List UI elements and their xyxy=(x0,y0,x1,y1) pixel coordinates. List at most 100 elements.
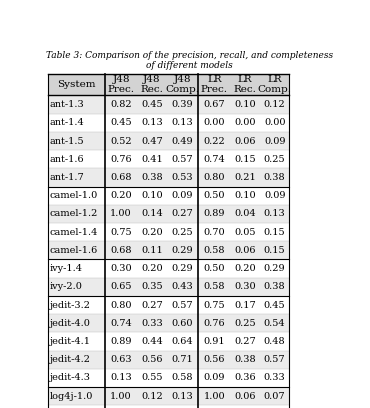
Text: 0.15: 0.15 xyxy=(234,155,256,164)
Text: 0.09: 0.09 xyxy=(172,191,193,200)
Text: 0.47: 0.47 xyxy=(141,137,163,146)
Bar xyxy=(48,205,105,223)
Text: ivy-1.4: ivy-1.4 xyxy=(50,264,83,273)
Text: 1.00: 1.00 xyxy=(204,392,225,401)
Text: 0.20: 0.20 xyxy=(234,264,256,273)
Bar xyxy=(166,387,198,405)
Bar xyxy=(166,314,198,333)
Text: 0.17: 0.17 xyxy=(234,301,256,310)
Bar xyxy=(198,132,231,150)
Text: 0.91: 0.91 xyxy=(204,337,225,346)
Text: 0.80: 0.80 xyxy=(204,173,225,182)
Bar xyxy=(198,241,231,259)
Bar xyxy=(198,278,231,296)
Text: 0.20: 0.20 xyxy=(141,228,163,237)
Bar xyxy=(260,95,289,114)
Text: 0.00: 0.00 xyxy=(204,118,225,127)
Text: 0.29: 0.29 xyxy=(172,264,193,273)
Text: 0.10: 0.10 xyxy=(234,191,256,200)
Text: J48
Prec.: J48 Prec. xyxy=(108,75,135,95)
Bar xyxy=(260,314,289,333)
Text: 0.50: 0.50 xyxy=(204,264,225,273)
Bar xyxy=(166,296,198,314)
Bar xyxy=(166,205,198,223)
Text: 0.06: 0.06 xyxy=(234,137,256,146)
Text: 0.63: 0.63 xyxy=(110,355,132,364)
Text: 0.10: 0.10 xyxy=(141,191,163,200)
Text: 0.14: 0.14 xyxy=(141,209,163,218)
Text: 0.58: 0.58 xyxy=(204,282,225,291)
Text: 0.38: 0.38 xyxy=(264,282,286,291)
Bar xyxy=(231,387,260,405)
Text: J48
Rec.: J48 Rec. xyxy=(141,75,163,95)
Text: 0.48: 0.48 xyxy=(264,337,286,346)
Bar xyxy=(48,333,105,350)
Bar xyxy=(166,74,198,95)
Bar xyxy=(137,369,166,387)
Bar xyxy=(260,150,289,169)
Text: 0.15: 0.15 xyxy=(264,228,286,237)
Text: 0.53: 0.53 xyxy=(172,173,193,182)
Bar xyxy=(198,296,231,314)
Bar xyxy=(231,74,260,95)
Text: ivy-2.0: ivy-2.0 xyxy=(50,282,83,291)
Text: 0.74: 0.74 xyxy=(204,155,225,164)
Bar xyxy=(260,241,289,259)
Text: 0.44: 0.44 xyxy=(141,337,163,346)
Text: 0.55: 0.55 xyxy=(141,373,163,382)
Bar xyxy=(137,205,166,223)
Bar xyxy=(198,186,231,205)
Text: 0.54: 0.54 xyxy=(264,319,286,328)
Bar xyxy=(48,350,105,369)
Bar xyxy=(231,278,260,296)
Text: 0.80: 0.80 xyxy=(110,301,132,310)
Bar xyxy=(105,114,137,132)
Text: 0.64: 0.64 xyxy=(172,337,193,346)
Bar xyxy=(198,350,231,369)
Text: 0.25: 0.25 xyxy=(264,155,286,164)
Text: 0.50: 0.50 xyxy=(204,191,225,200)
Bar xyxy=(166,259,198,278)
Text: 0.04: 0.04 xyxy=(234,209,256,218)
Bar xyxy=(260,369,289,387)
Text: camel-1.2: camel-1.2 xyxy=(50,209,98,218)
Bar xyxy=(105,74,137,95)
Bar xyxy=(137,333,166,350)
Bar xyxy=(105,369,137,387)
Bar xyxy=(231,150,260,169)
Text: Table 3: Comparison of the precision, recall, and completeness
of different mode: Table 3: Comparison of the precision, re… xyxy=(46,51,333,70)
Text: 0.58: 0.58 xyxy=(172,373,193,382)
Text: 0.45: 0.45 xyxy=(264,301,286,310)
Bar xyxy=(105,278,137,296)
Text: camel-1.6: camel-1.6 xyxy=(50,246,98,255)
Text: 0.29: 0.29 xyxy=(264,264,286,273)
Bar xyxy=(48,223,105,241)
Bar xyxy=(48,132,105,150)
Text: LR
Rec.: LR Rec. xyxy=(234,75,256,95)
Bar xyxy=(137,169,166,186)
Text: 0.56: 0.56 xyxy=(204,355,225,364)
Bar xyxy=(48,150,105,169)
Bar xyxy=(48,278,105,296)
Bar xyxy=(137,114,166,132)
Text: 0.25: 0.25 xyxy=(234,319,256,328)
Bar xyxy=(48,114,105,132)
Text: LR
Comp.: LR Comp. xyxy=(258,75,292,95)
Bar xyxy=(231,405,260,408)
Bar xyxy=(48,296,105,314)
Bar xyxy=(198,333,231,350)
Bar xyxy=(105,314,137,333)
Bar xyxy=(48,169,105,186)
Bar xyxy=(48,405,105,408)
Text: 0.76: 0.76 xyxy=(204,319,225,328)
Bar xyxy=(48,314,105,333)
Bar xyxy=(231,350,260,369)
Text: 0.13: 0.13 xyxy=(172,118,194,127)
Text: 0.68: 0.68 xyxy=(110,246,132,255)
Bar xyxy=(198,205,231,223)
Text: 0.09: 0.09 xyxy=(264,137,285,146)
Bar xyxy=(105,333,137,350)
Text: 0.06: 0.06 xyxy=(234,392,256,401)
Text: 0.09: 0.09 xyxy=(204,373,225,382)
Bar xyxy=(231,259,260,278)
